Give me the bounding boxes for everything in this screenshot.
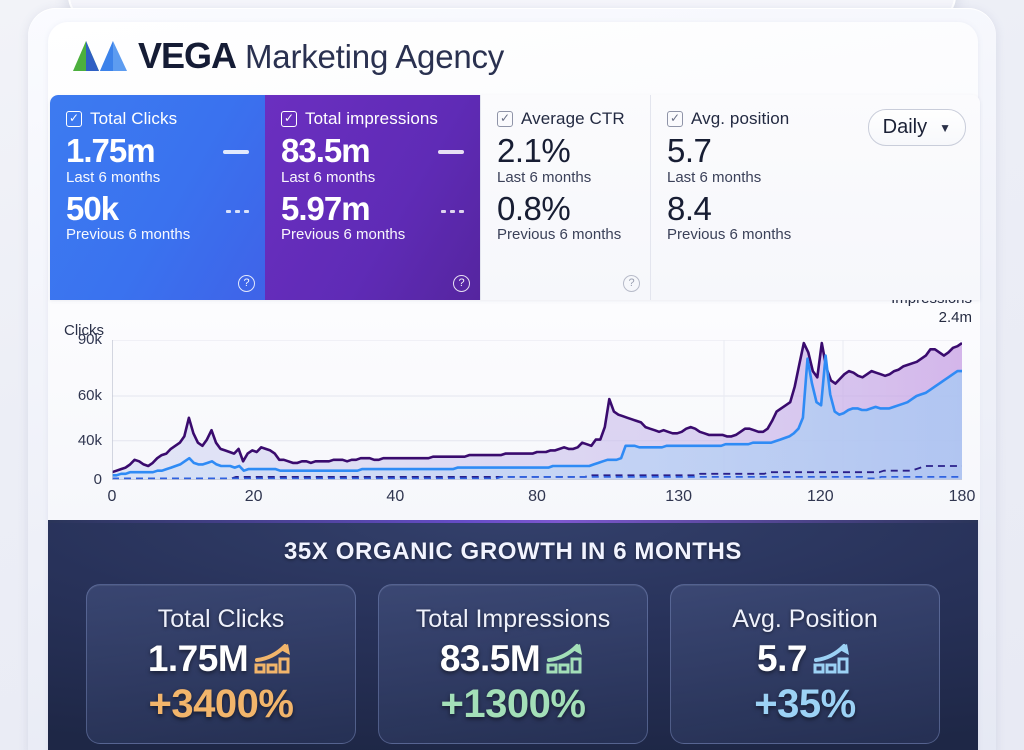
chart-increasing-icon [813,644,849,674]
x-axis-tick: 0 [107,488,117,505]
y-axis-tick: 40k [77,431,102,449]
current-label: Last 6 months [281,168,376,186]
current-label: Last 6 months [66,168,161,186]
current-value: 2.1% [497,132,571,169]
result-card-avg-position: Avg. Position 5.7 +35% [670,584,940,744]
result-card-title: Total Impressions [415,605,611,633]
result-card-title: Avg. Position [732,605,878,633]
card-title: Total impressions [305,109,439,128]
previous-value-row: 5.97m [281,189,464,227]
results-banner: 35X ORGANIC GROWTH IN 6 MONTHS Total Cli… [48,520,978,750]
y-axis-tick: 60k [77,387,102,404]
chart-line-clicks [112,343,962,472]
chart-series-layer [112,340,962,480]
result-card-value: 1.75M [147,638,249,679]
previous-label: Previous 6 months [281,226,406,244]
results-title: 35X ORGANIC GROWTH IN 6 MONTHS [283,538,743,565]
impressions-axis-max: 2.4m [938,308,972,326]
chart-line-impressions-previous [112,477,962,479]
result-card-value: 5.7 [757,638,807,679]
clicks-axis-title: Clicks [64,322,104,339]
help-circle-icon[interactable]: ? [453,275,470,292]
result-card-percent: +3400% [148,682,294,726]
card-header: ✓ Avg. position [667,109,964,129]
metric-cards-strip: ✓ Total Clicks 1.75m Last 6 months 50k P… [50,95,980,300]
results-cards: Total Clicks 1.75M +3400% Total Impressi… [48,566,978,744]
chart-increasing-icon [546,644,583,674]
date-range-dropdown[interactable]: Daily ▼ [867,109,966,146]
checkbox-checked-icon[interactable]: ✓ [281,111,297,127]
brand-name-rest: Marketing Agency [245,38,505,75]
help-circle-icon[interactable]: ? [623,275,640,292]
current-value: 5.7 [667,132,712,169]
chart-plot-area [112,340,962,480]
previous-value: 5.97m [281,189,371,227]
dash-trend-icon [223,150,249,154]
brand-name-bold: VEGA [138,35,237,76]
current-label: Last 6 months [667,168,762,186]
result-card-percent: +1300% [440,682,586,726]
chart-area-impressions [112,355,962,480]
card-title: Total Clicks [90,109,178,128]
checkbox-checked-icon[interactable]: ✓ [497,111,513,127]
checkbox-checked-icon[interactable]: ✓ [667,111,683,127]
chart-increasing-icon [254,644,291,674]
result-card-value: 83.5M [439,638,541,679]
metric-card-total-impressions[interactable]: ✓ Total impressions 83.5m Last 6 months … [265,95,480,300]
current-value-row: 83.5m [281,132,464,169]
vega-triangles-logo-icon [73,41,127,71]
card-header: ✓ Average CTR [497,109,634,129]
previous-label: Previous 6 months [497,226,622,244]
previous-label: Previous 6 months [667,226,792,244]
x-axis-tick: 180 [948,488,976,505]
metric-card-total-clicks[interactable]: ✓ Total Clicks 1.75m Last 6 months 50k P… [50,95,265,300]
x-axis-tick: 120 [806,488,834,505]
previous-value: 8.4 [667,189,712,227]
previous-value-row: 50k [66,189,249,227]
card-header: ✓ Total impressions [281,109,464,129]
brand-header: VEGA Marketing Agency [72,38,504,74]
current-value-row: 1.75m [66,132,249,169]
y-axis-tick: 90k [77,331,102,348]
x-axis-tick: 80 [528,488,546,505]
chart-line-impressions [112,356,962,476]
x-axis-tick: 20 [244,488,263,505]
metric-card-average-ctr[interactable]: ✓ Average CTR 2.1% Last 6 months 0.8% Pr… [480,95,650,300]
current-label: Last 6 months [497,168,592,186]
help-circle-icon[interactable]: ? [238,275,255,292]
previous-value: 50k [66,189,119,227]
result-card-total-impressions: Total Impressions 83.5M +1300% [378,584,648,744]
result-card-percent: +35% [754,682,856,726]
y-axis-tick: 0 [93,471,102,488]
checkbox-checked-icon[interactable]: ✓ [66,111,82,127]
x-axis-tick: 130 [665,488,693,505]
previous-label: Previous 6 months [66,226,191,244]
dotted-trend-icon [441,209,464,213]
result-card-value-row: 5.7 [757,638,853,680]
date-range-value: Daily [882,116,928,138]
metric-card-avg-position[interactable]: ✓ Avg. position 5.7 Last 6 months 8.4 Pr… [650,95,980,300]
result-card-total-clicks: Total Clicks 1.75M +3400% [86,584,356,744]
brand-title: VEGA Marketing Agency [138,38,504,74]
current-value: 83.5m [281,132,371,169]
previous-value: 0.8% [497,189,571,227]
result-card-value-row: 1.75M [148,638,294,680]
current-value: 1.75m [66,132,156,169]
dotted-trend-icon [226,209,249,213]
result-card-title: Total Clicks [157,605,285,633]
card-title: Average CTR [521,109,625,128]
dash-trend-icon [438,150,464,154]
chevron-down-icon: ▼ [939,120,951,135]
x-axis-tick: 40 [386,488,405,505]
card-header: ✓ Total Clicks [66,109,249,129]
result-card-value-row: 83.5M [440,638,586,680]
card-title: Avg. position [691,109,790,128]
